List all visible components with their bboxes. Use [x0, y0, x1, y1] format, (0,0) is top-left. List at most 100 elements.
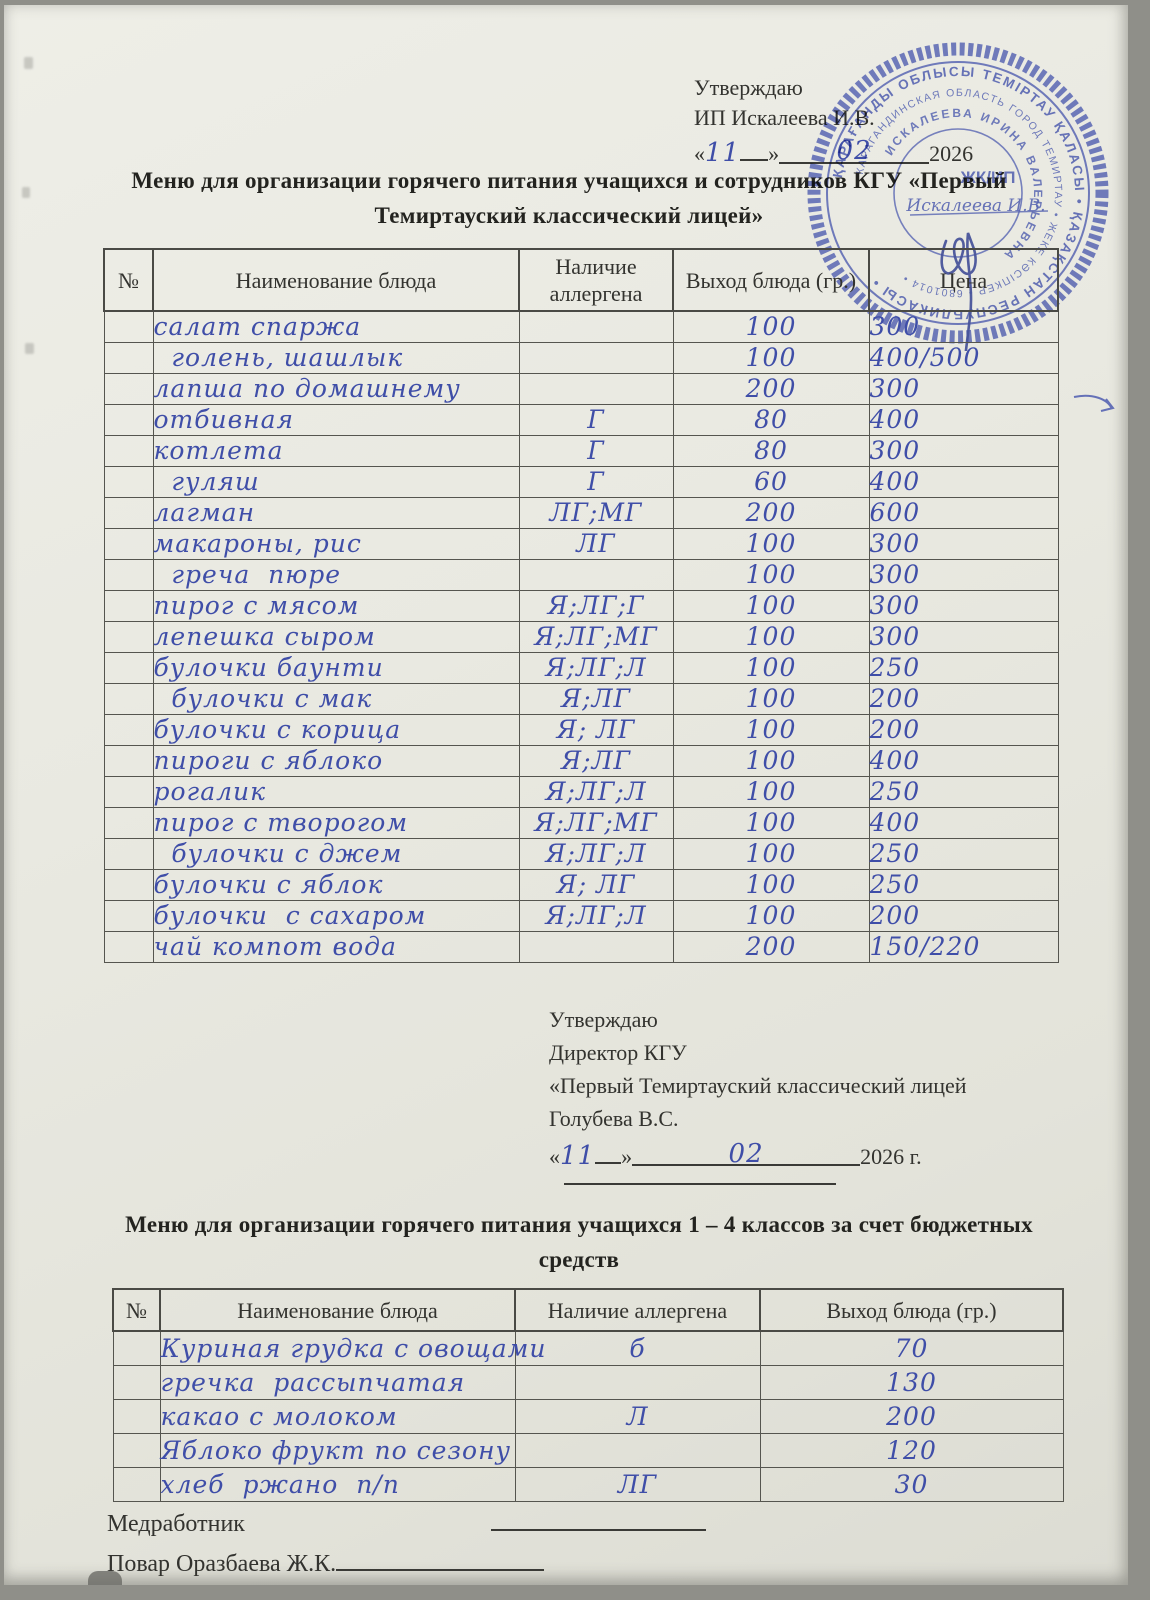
pen-mark	[1073, 394, 1115, 412]
cell-name: пироги с яблоко	[152, 745, 520, 777]
cell-price: 200	[868, 683, 1059, 715]
cell-allergen: Я;ЛГ;Л	[518, 900, 674, 932]
table-row: голень, шашлык 100 400/500	[103, 342, 1059, 374]
cell-name: какао с молоком	[159, 1399, 516, 1434]
cell-weight: 100	[672, 310, 870, 343]
cell-weight: 100	[672, 807, 870, 839]
header-weight: Выход блюда (гр.)	[759, 1288, 1064, 1332]
cell-num	[112, 1433, 161, 1468]
cell-name: гуляш	[152, 466, 520, 498]
cell-num	[103, 559, 154, 591]
scan-artifact	[88, 1571, 122, 1585]
cell-allergen: Я;ЛГ;Г	[518, 590, 674, 622]
quote-close: »	[768, 141, 780, 166]
table2-header: № Наименование блюда Наличие аллергена В…	[112, 1288, 1064, 1332]
cell-allergen: Я;ЛГ;МГ	[518, 807, 674, 839]
approval-mid-line1: Утверждаю	[549, 1007, 658, 1032]
cell-num	[112, 1467, 161, 1502]
cook-signature-line	[336, 1545, 545, 1571]
menu-table-budget: № Наименование блюда Наличие аллергена В…	[112, 1288, 1064, 1502]
table-row: гречка рассыпчатая 130	[112, 1365, 1064, 1400]
cell-name: лагман	[152, 497, 520, 529]
approval-mid-line4: Голубева В.С.	[549, 1106, 679, 1131]
cell-num	[112, 1330, 161, 1366]
cell-weight: 100	[672, 559, 870, 591]
month-underline: 02	[632, 1139, 861, 1169]
menu-table-staff: № Наименование блюда Наличие аллергена В…	[103, 248, 1059, 963]
cell-weight: 100	[672, 745, 870, 777]
cell-price: 400	[868, 466, 1059, 498]
table-row: булочки с сахаром Я;ЛГ;Л 100 200	[103, 900, 1059, 932]
approval-top-line1: Утверждаю	[694, 75, 803, 100]
table-row: лапша по домашнему 200 300	[103, 373, 1059, 405]
table-row: какао с молоком Л 200	[112, 1399, 1064, 1434]
cell-weight: 100	[672, 776, 870, 808]
table-row: лагман ЛГ;МГ 200 600	[103, 497, 1059, 529]
cell-num	[103, 435, 154, 467]
cell-num	[103, 931, 154, 963]
cell-price: 300	[868, 373, 1059, 405]
header-dish: Наименование блюда	[152, 248, 520, 312]
header-num: №	[112, 1288, 161, 1332]
cell-name: булочки с корица	[152, 714, 520, 746]
cell-price: 250	[868, 652, 1059, 684]
cell-weight: 200	[672, 373, 870, 405]
table-row: булочки с яблок Я; ЛГ 100 250	[103, 869, 1059, 901]
cell-num	[112, 1399, 161, 1434]
cell-name: хлеб ржано п/п	[159, 1467, 516, 1502]
cell-price: 150/220	[868, 931, 1059, 963]
cell-price: 400	[868, 807, 1059, 839]
footer-cook: Повар Оразбаева Ж.К.	[107, 1545, 545, 1579]
cell-num	[112, 1365, 161, 1400]
cell-allergen: ЛГ	[518, 528, 674, 560]
cell-num	[103, 900, 154, 932]
cook-label: Повар Оразбаева Ж.К.	[107, 1551, 337, 1577]
cell-weight: 70	[759, 1330, 1064, 1366]
cell-allergen	[514, 1433, 761, 1468]
cell-weight: 100	[672, 714, 870, 746]
cell-price: 300	[868, 528, 1059, 560]
cell-num	[103, 466, 154, 498]
footer-medworker: Медработник	[107, 1505, 706, 1539]
cell-num	[103, 404, 154, 436]
table-row: Куриная грудка с овощами б 70	[112, 1330, 1064, 1366]
table-row: булочки баунти Я;ЛГ;Л 100 250	[103, 652, 1059, 684]
cell-price: 250	[868, 838, 1059, 870]
cell-name: отбивная	[152, 404, 520, 436]
cell-name: греча пюре	[152, 559, 520, 591]
day-underline	[595, 1138, 622, 1164]
cell-allergen: ЛГ	[514, 1467, 761, 1502]
cell-price: 250	[868, 776, 1059, 808]
cell-weight: 100	[672, 342, 870, 374]
cell-weight: 80	[672, 404, 870, 436]
cell-allergen: Я;ЛГ;Л	[518, 838, 674, 870]
stamp-center-line2: Искалеева И.В.	[905, 196, 1045, 216]
cell-weight: 100	[672, 838, 870, 870]
cell-allergen	[518, 373, 674, 405]
scan-artifact	[24, 57, 33, 69]
cell-weight: 200	[759, 1399, 1064, 1434]
cell-price: 200	[868, 900, 1059, 932]
cell-allergen	[518, 931, 674, 963]
cell-allergen: ЛГ;МГ	[518, 497, 674, 529]
stamp-center-line1: ЖК/ИП	[960, 168, 1016, 187]
cell-weight: 100	[672, 900, 870, 932]
cell-allergen: Г	[518, 404, 674, 436]
cell-num	[103, 776, 154, 808]
cell-name: булочки с сахаром	[152, 900, 520, 932]
table-row: салат спаржа 100 300	[103, 310, 1059, 343]
header-dish: Наименование блюда	[159, 1288, 516, 1332]
table1-header: № Наименование блюда Наличие аллергена В…	[103, 248, 1059, 312]
cell-price: 250	[868, 869, 1059, 901]
cell-name: пирог с мясом	[152, 590, 520, 622]
cell-weight: 100	[672, 590, 870, 622]
cell-price: 300	[868, 559, 1059, 591]
cell-num	[103, 683, 154, 715]
table-row: Яблоко фрукт по сезону 120	[112, 1433, 1064, 1468]
page-title-budget: Меню для организации горячего питания уч…	[125, 1212, 1033, 1272]
cell-num	[103, 745, 154, 777]
cell-num	[103, 590, 154, 622]
table-row: пирог с творогом Я;ЛГ;МГ 100 400	[103, 807, 1059, 839]
cell-num	[103, 528, 154, 560]
cell-name: чай компот вода	[152, 931, 520, 963]
